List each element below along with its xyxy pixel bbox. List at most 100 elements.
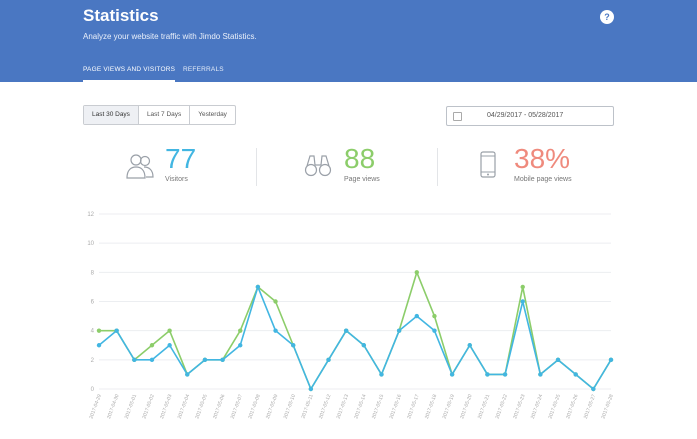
yesterday-button[interactable]: Yesterday [198,111,227,118]
data-point [167,343,172,348]
x-tick-label: 2017-05-24 [530,393,544,419]
x-tick-label: 2017-05-21 [477,393,491,419]
data-point [520,284,525,290]
data-point [538,372,543,377]
tab-referrals[interactable]: REFERRALS [183,66,224,73]
divider [256,148,257,186]
data-point [379,372,384,377]
data-point [132,357,137,363]
data-point [573,372,578,377]
page-subtitle: Analyze your website traffic with Jimdo … [83,32,257,41]
users-icon [126,154,154,179]
data-point [291,343,296,348]
x-tick-label: 2017-05-05 [194,393,208,419]
y-tick-label: 4 [91,329,95,335]
data-point [220,357,225,363]
x-tick-label: 2017-05-20 [459,393,473,419]
y-tick-label: 6 [91,300,95,306]
data-point [467,343,472,348]
tab-page-views-and-visitors[interactable]: PAGE VIEWS AND VISITORS [83,66,176,82]
x-tick-label: 2017-05-25 [548,393,562,419]
header: Statistics Analyze your website traffic … [0,0,697,82]
calendar-icon [453,112,462,121]
data-point [361,343,367,348]
data-point [485,372,490,377]
help-icon[interactable]: ? [600,10,614,24]
y-tick-label: 10 [87,241,94,247]
x-tick-label: 2017-05-02 [141,393,155,419]
visitors-label: Visitors [165,176,188,183]
x-tick-label: 2017-05-07 [230,393,244,419]
data-point [96,328,102,333]
x-tick-label: 2017-05-28 [600,393,614,419]
binoculars-icon [304,155,332,177]
data-point [326,357,331,363]
x-tick-label: 2017-05-01 [124,393,138,419]
data-point [149,343,155,348]
date-range-picker[interactable]: 04/29/2017 - 05/28/2017 [446,106,614,126]
data-point [608,357,614,363]
data-point [273,328,278,333]
data-point [96,343,102,348]
divider [437,148,438,186]
page-views-label: Page views [344,176,380,183]
tab-bar: PAGE VIEWS AND VISITORS REFERRALS [0,66,697,82]
x-tick-label: 2017-05-11 [300,393,314,419]
page-title: Statistics [83,6,159,25]
y-tick-label: 12 [87,212,94,218]
data-point [238,328,243,333]
x-tick-label: 2017-05-26 [565,393,579,419]
x-tick-label: 2017-05-09 [265,393,279,419]
x-tick-label: 2017-05-27 [583,393,597,419]
data-point [432,328,437,333]
last-7-days-button[interactable]: Last 7 Days [139,106,191,124]
date-range-value: 04/29/2017 - 05/28/2017 [487,112,564,119]
x-tick-label: 2017-05-19 [442,393,456,419]
x-tick-label: 2017-05-18 [424,393,438,419]
data-point [396,328,402,333]
data-point [555,357,561,363]
last-30-days-button[interactable]: Last 30 Days [84,106,139,124]
data-point [449,372,455,377]
x-tick-label: 2017-05-08 [247,393,261,419]
y-tick-label: 8 [91,270,95,276]
x-tick-label: 2017-05-03 [159,393,173,419]
x-tick-label: 2017-05-23 [512,393,526,419]
y-tick-label: 0 [91,387,95,393]
data-point [591,386,596,392]
x-tick-label: 2017-04-29 [88,393,102,419]
mobile-page-views-label: Mobile page views [514,176,572,183]
x-tick-label: 2017-04-30 [106,393,120,419]
data-point [202,357,208,363]
x-tick-label: 2017-05-22 [495,393,509,419]
data-point [520,299,525,304]
data-point [255,284,261,290]
x-tick-label: 2017-05-15 [371,393,385,419]
data-point [502,372,508,377]
data-point [149,357,155,363]
x-tick-label: 2017-05-04 [177,393,191,419]
data-point [114,328,119,333]
data-point [432,313,437,319]
x-tick-label: 2017-05-17 [406,393,420,419]
range-selector: Last 30 Days Last 7 Days Yesterday [83,105,236,125]
data-point [273,299,278,304]
y-tick-label: 2 [91,358,95,364]
x-tick-label: 2017-05-10 [283,393,297,419]
x-tick-label: 2017-05-14 [353,393,367,419]
data-point [414,270,419,275]
series-line [98,286,612,390]
visitors-count: 77 [165,143,197,174]
x-tick-label: 2017-05-16 [389,393,403,419]
page-views-count: 88 [344,143,376,174]
data-point [238,343,243,348]
x-tick-label: 2017-05-13 [336,393,350,419]
x-tick-label: 2017-05-12 [318,393,332,419]
x-tick-label: 2017-05-06 [212,393,226,419]
data-point [185,372,190,377]
data-point [167,328,172,333]
data-point [414,313,419,319]
data-point [308,386,314,392]
data-point [343,328,349,333]
